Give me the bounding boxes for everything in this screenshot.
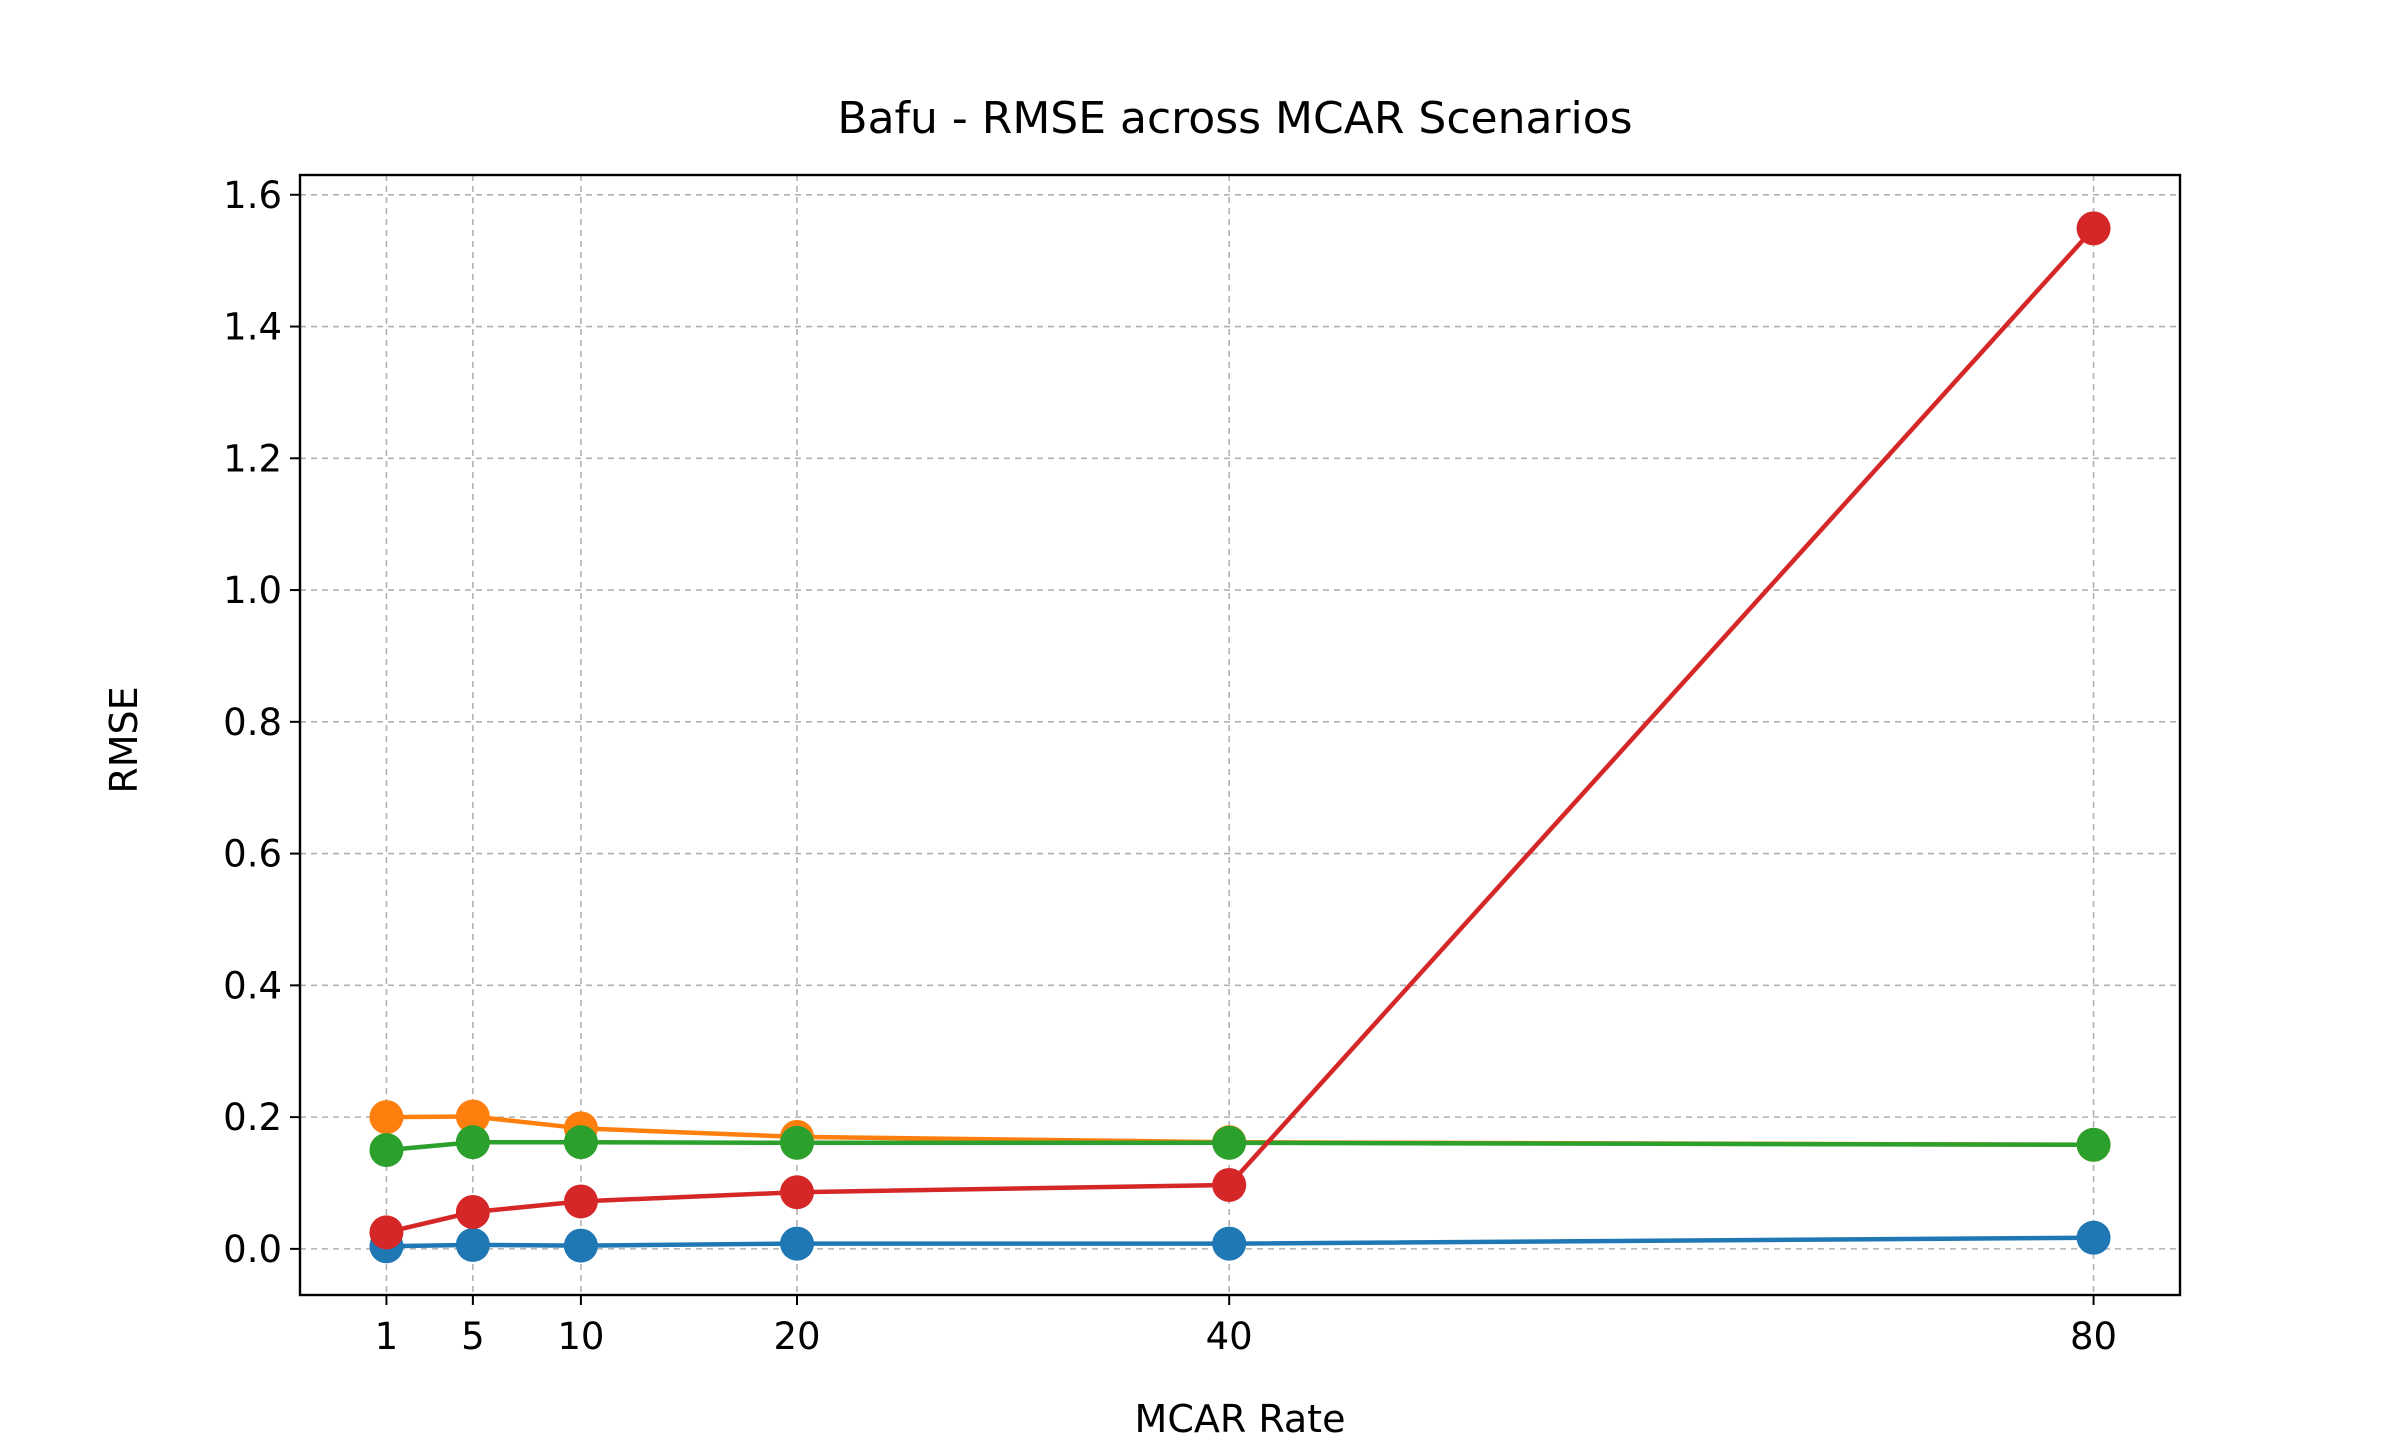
x-tick-label: 80 xyxy=(2070,1315,2117,1358)
data-point xyxy=(1212,1226,1247,1261)
x-axis-label: MCAR Rate xyxy=(1135,1397,1346,1440)
x-tick-label: 5 xyxy=(461,1315,485,1358)
chart-title: Bafu - RMSE across MCAR Scenarios xyxy=(837,93,1632,144)
data-point xyxy=(2076,211,2111,246)
data-point xyxy=(455,1125,490,1160)
data-point xyxy=(563,1125,598,1160)
series-layer xyxy=(369,211,2111,1264)
data-point xyxy=(1212,1125,1247,1160)
y-tick-label: 0.6 xyxy=(223,833,282,876)
data-point xyxy=(563,1228,598,1263)
x-tick-label: 40 xyxy=(1206,1315,1253,1358)
y-tick-label: 0.8 xyxy=(223,701,282,744)
data-point xyxy=(455,1227,490,1262)
data-point xyxy=(780,1175,815,1210)
grid-lines xyxy=(300,175,2180,1295)
data-point xyxy=(369,1100,404,1135)
y-tick-label: 0.2 xyxy=(223,1096,282,1139)
data-point xyxy=(455,1099,490,1134)
axis-ticks: 1 5 10 20 40 80 0.0 0.2 0.4 0.6 0.8 1.0 1.2 1.4 1.6 xyxy=(223,174,2117,1358)
y-tick-label: 1.6 xyxy=(223,174,282,217)
y-tick-label: 0.0 xyxy=(223,1228,282,1271)
y-tick-label: 1.0 xyxy=(223,569,282,612)
data-point xyxy=(563,1184,598,1219)
data-point xyxy=(780,1125,815,1160)
series-4 xyxy=(369,211,2111,1250)
data-point xyxy=(2076,1127,2111,1162)
data-point xyxy=(1212,1167,1247,1202)
plot-frame xyxy=(298,173,2182,1297)
data-point xyxy=(780,1226,815,1261)
x-tick-label: 1 xyxy=(375,1315,399,1358)
data-point xyxy=(2076,1220,2111,1255)
data-point xyxy=(455,1194,490,1229)
data-point xyxy=(369,1133,404,1168)
data-point xyxy=(369,1215,404,1250)
x-tick-label: 10 xyxy=(557,1315,604,1358)
y-tick-label: 0.4 xyxy=(223,964,282,1007)
y-tick-label: 1.2 xyxy=(223,437,282,480)
y-axis-label: RMSE xyxy=(102,686,146,793)
series-3 xyxy=(369,1125,2111,1168)
x-tick-label: 20 xyxy=(773,1315,820,1358)
y-tick-label: 1.4 xyxy=(223,306,282,349)
